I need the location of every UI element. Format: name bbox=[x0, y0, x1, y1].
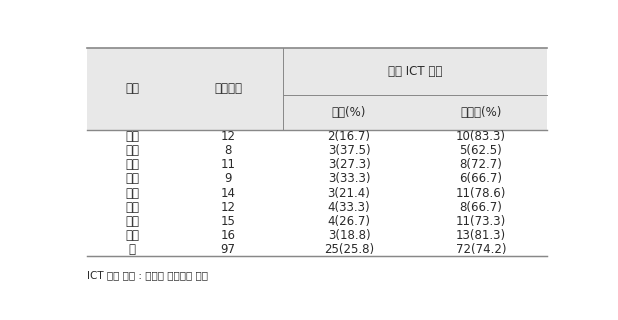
Text: 9: 9 bbox=[224, 172, 232, 185]
Text: 3(37.5): 3(37.5) bbox=[328, 144, 370, 157]
Text: 충북: 충북 bbox=[125, 158, 139, 171]
Text: 12: 12 bbox=[221, 201, 235, 214]
Text: 3(33.3): 3(33.3) bbox=[328, 172, 370, 185]
Text: 12: 12 bbox=[221, 130, 235, 143]
Text: 미설치(%): 미설치(%) bbox=[460, 106, 501, 119]
Text: 전북: 전북 bbox=[125, 215, 139, 228]
Text: 3(27.3): 3(27.3) bbox=[328, 158, 370, 171]
Text: 전남: 전남 bbox=[125, 229, 139, 242]
Text: 경남: 경남 bbox=[125, 201, 139, 214]
Text: 4(26.7): 4(26.7) bbox=[328, 215, 371, 228]
Text: 15: 15 bbox=[221, 215, 235, 228]
Text: 97: 97 bbox=[221, 243, 235, 256]
Text: 11(73.3): 11(73.3) bbox=[455, 215, 506, 228]
Text: 25(25.8): 25(25.8) bbox=[324, 243, 374, 256]
Text: 8(66.7): 8(66.7) bbox=[459, 201, 502, 214]
Text: 지역: 지역 bbox=[125, 83, 139, 95]
Text: 설치(%): 설치(%) bbox=[332, 106, 366, 119]
Text: 강원: 강원 bbox=[125, 130, 139, 143]
Text: 충남: 충남 bbox=[125, 172, 139, 185]
Text: 5(62.5): 5(62.5) bbox=[459, 144, 502, 157]
Text: 11: 11 bbox=[221, 158, 235, 171]
Bar bbox=[87, 48, 547, 130]
Text: 14: 14 bbox=[221, 187, 235, 199]
Text: 10(83.3): 10(83.3) bbox=[455, 130, 506, 143]
Text: 6(66.7): 6(66.7) bbox=[459, 172, 502, 185]
Text: 13(81.3): 13(81.3) bbox=[455, 229, 506, 242]
Text: 농가 ICT 장비: 농가 ICT 장비 bbox=[387, 65, 442, 78]
Text: 경기: 경기 bbox=[125, 144, 139, 157]
Text: 4(33.3): 4(33.3) bbox=[328, 201, 370, 214]
Text: 8(72.7): 8(72.7) bbox=[459, 158, 502, 171]
Text: 조사농가: 조사농가 bbox=[214, 83, 242, 95]
Text: 8: 8 bbox=[224, 144, 232, 157]
Text: ICT 장비 설치 : 목걸이 발정확인 장치: ICT 장비 설치 : 목걸이 발정확인 장치 bbox=[87, 270, 208, 280]
Text: 경북: 경북 bbox=[125, 187, 139, 199]
Text: 11(78.6): 11(78.6) bbox=[455, 187, 506, 199]
Text: 3(21.4): 3(21.4) bbox=[328, 187, 371, 199]
Text: 계: 계 bbox=[129, 243, 136, 256]
Text: 72(74.2): 72(74.2) bbox=[455, 243, 506, 256]
Text: 16: 16 bbox=[221, 229, 235, 242]
Text: 2(16.7): 2(16.7) bbox=[328, 130, 371, 143]
Text: 3(18.8): 3(18.8) bbox=[328, 229, 370, 242]
